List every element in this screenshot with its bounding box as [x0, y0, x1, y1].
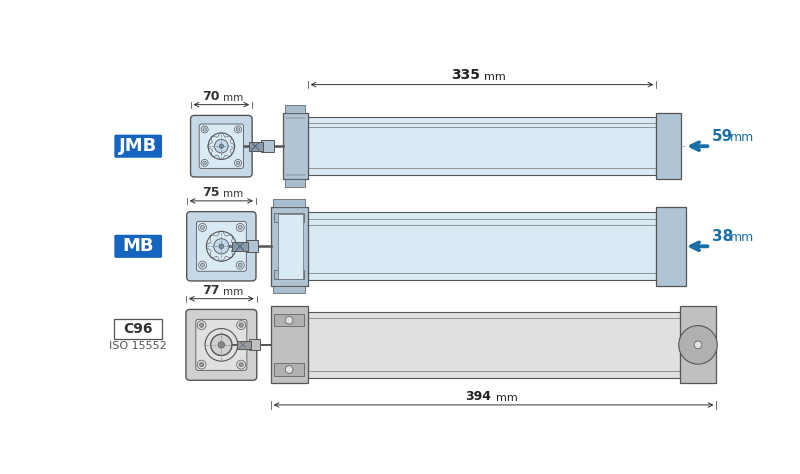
FancyBboxPatch shape [114, 135, 162, 158]
Circle shape [203, 128, 206, 131]
Bar [286, 105, 306, 113]
Text: 70: 70 [202, 90, 220, 103]
Bar [270, 306, 307, 383]
Bar [283, 113, 307, 179]
FancyBboxPatch shape [199, 124, 243, 168]
Circle shape [208, 133, 234, 159]
Text: mm: mm [223, 93, 243, 103]
Bar [286, 179, 306, 187]
FancyBboxPatch shape [196, 319, 247, 370]
Text: MB: MB [122, 237, 154, 255]
FancyBboxPatch shape [190, 115, 252, 177]
Text: 335: 335 [450, 68, 480, 82]
Circle shape [197, 360, 206, 369]
Bar [274, 314, 304, 327]
Circle shape [201, 159, 208, 166]
Circle shape [218, 342, 225, 348]
Bar [307, 117, 657, 175]
Circle shape [238, 263, 242, 267]
Bar [232, 242, 247, 251]
Bar [274, 213, 304, 222]
Text: 75: 75 [202, 186, 220, 200]
Circle shape [201, 263, 205, 267]
Text: 59: 59 [712, 129, 733, 144]
Circle shape [286, 316, 293, 324]
Circle shape [214, 139, 228, 153]
FancyBboxPatch shape [186, 212, 256, 281]
Circle shape [197, 321, 206, 329]
Bar [274, 364, 304, 376]
Bar [274, 270, 304, 279]
Circle shape [236, 261, 244, 269]
Circle shape [236, 223, 244, 231]
Circle shape [214, 239, 229, 254]
Circle shape [199, 363, 204, 367]
Text: mm: mm [223, 189, 243, 200]
Circle shape [219, 244, 224, 249]
Bar [679, 306, 717, 383]
Bar [249, 339, 260, 350]
Circle shape [238, 226, 242, 229]
Text: mm: mm [223, 287, 243, 297]
Circle shape [678, 326, 718, 364]
Text: JMB: JMB [119, 137, 158, 155]
Bar [307, 212, 657, 280]
FancyBboxPatch shape [114, 235, 162, 258]
Bar [273, 200, 306, 207]
Text: C96: C96 [123, 322, 153, 336]
Text: 77: 77 [202, 284, 220, 297]
Bar [307, 312, 679, 378]
Bar [656, 207, 686, 285]
Text: 38: 38 [712, 229, 733, 244]
Circle shape [239, 363, 243, 367]
Circle shape [237, 360, 246, 369]
Text: mm: mm [484, 73, 506, 82]
FancyBboxPatch shape [186, 310, 257, 380]
Circle shape [234, 159, 242, 166]
Circle shape [198, 261, 206, 269]
Bar [246, 240, 258, 253]
Circle shape [239, 323, 243, 328]
Circle shape [210, 334, 232, 356]
Circle shape [236, 128, 240, 131]
Bar [262, 140, 274, 152]
Circle shape [694, 341, 702, 349]
Text: ISO 15552: ISO 15552 [110, 341, 167, 351]
Bar [273, 285, 306, 293]
Bar [249, 142, 263, 151]
Bar [237, 341, 250, 349]
Bar [278, 214, 303, 279]
Circle shape [205, 328, 238, 361]
Circle shape [199, 323, 204, 328]
Circle shape [234, 126, 242, 133]
FancyBboxPatch shape [197, 221, 246, 271]
Bar [656, 113, 681, 179]
Circle shape [236, 161, 240, 165]
Circle shape [286, 365, 293, 374]
FancyBboxPatch shape [114, 319, 162, 339]
Circle shape [219, 144, 223, 148]
Text: 394: 394 [466, 390, 491, 402]
Bar [270, 207, 307, 285]
Circle shape [206, 231, 236, 261]
Circle shape [203, 161, 206, 165]
Circle shape [201, 226, 205, 229]
Text: mm: mm [496, 392, 518, 402]
Circle shape [237, 321, 246, 329]
Text: mm: mm [730, 131, 754, 144]
Circle shape [198, 223, 206, 231]
Text: mm: mm [730, 231, 754, 244]
Circle shape [201, 126, 208, 133]
